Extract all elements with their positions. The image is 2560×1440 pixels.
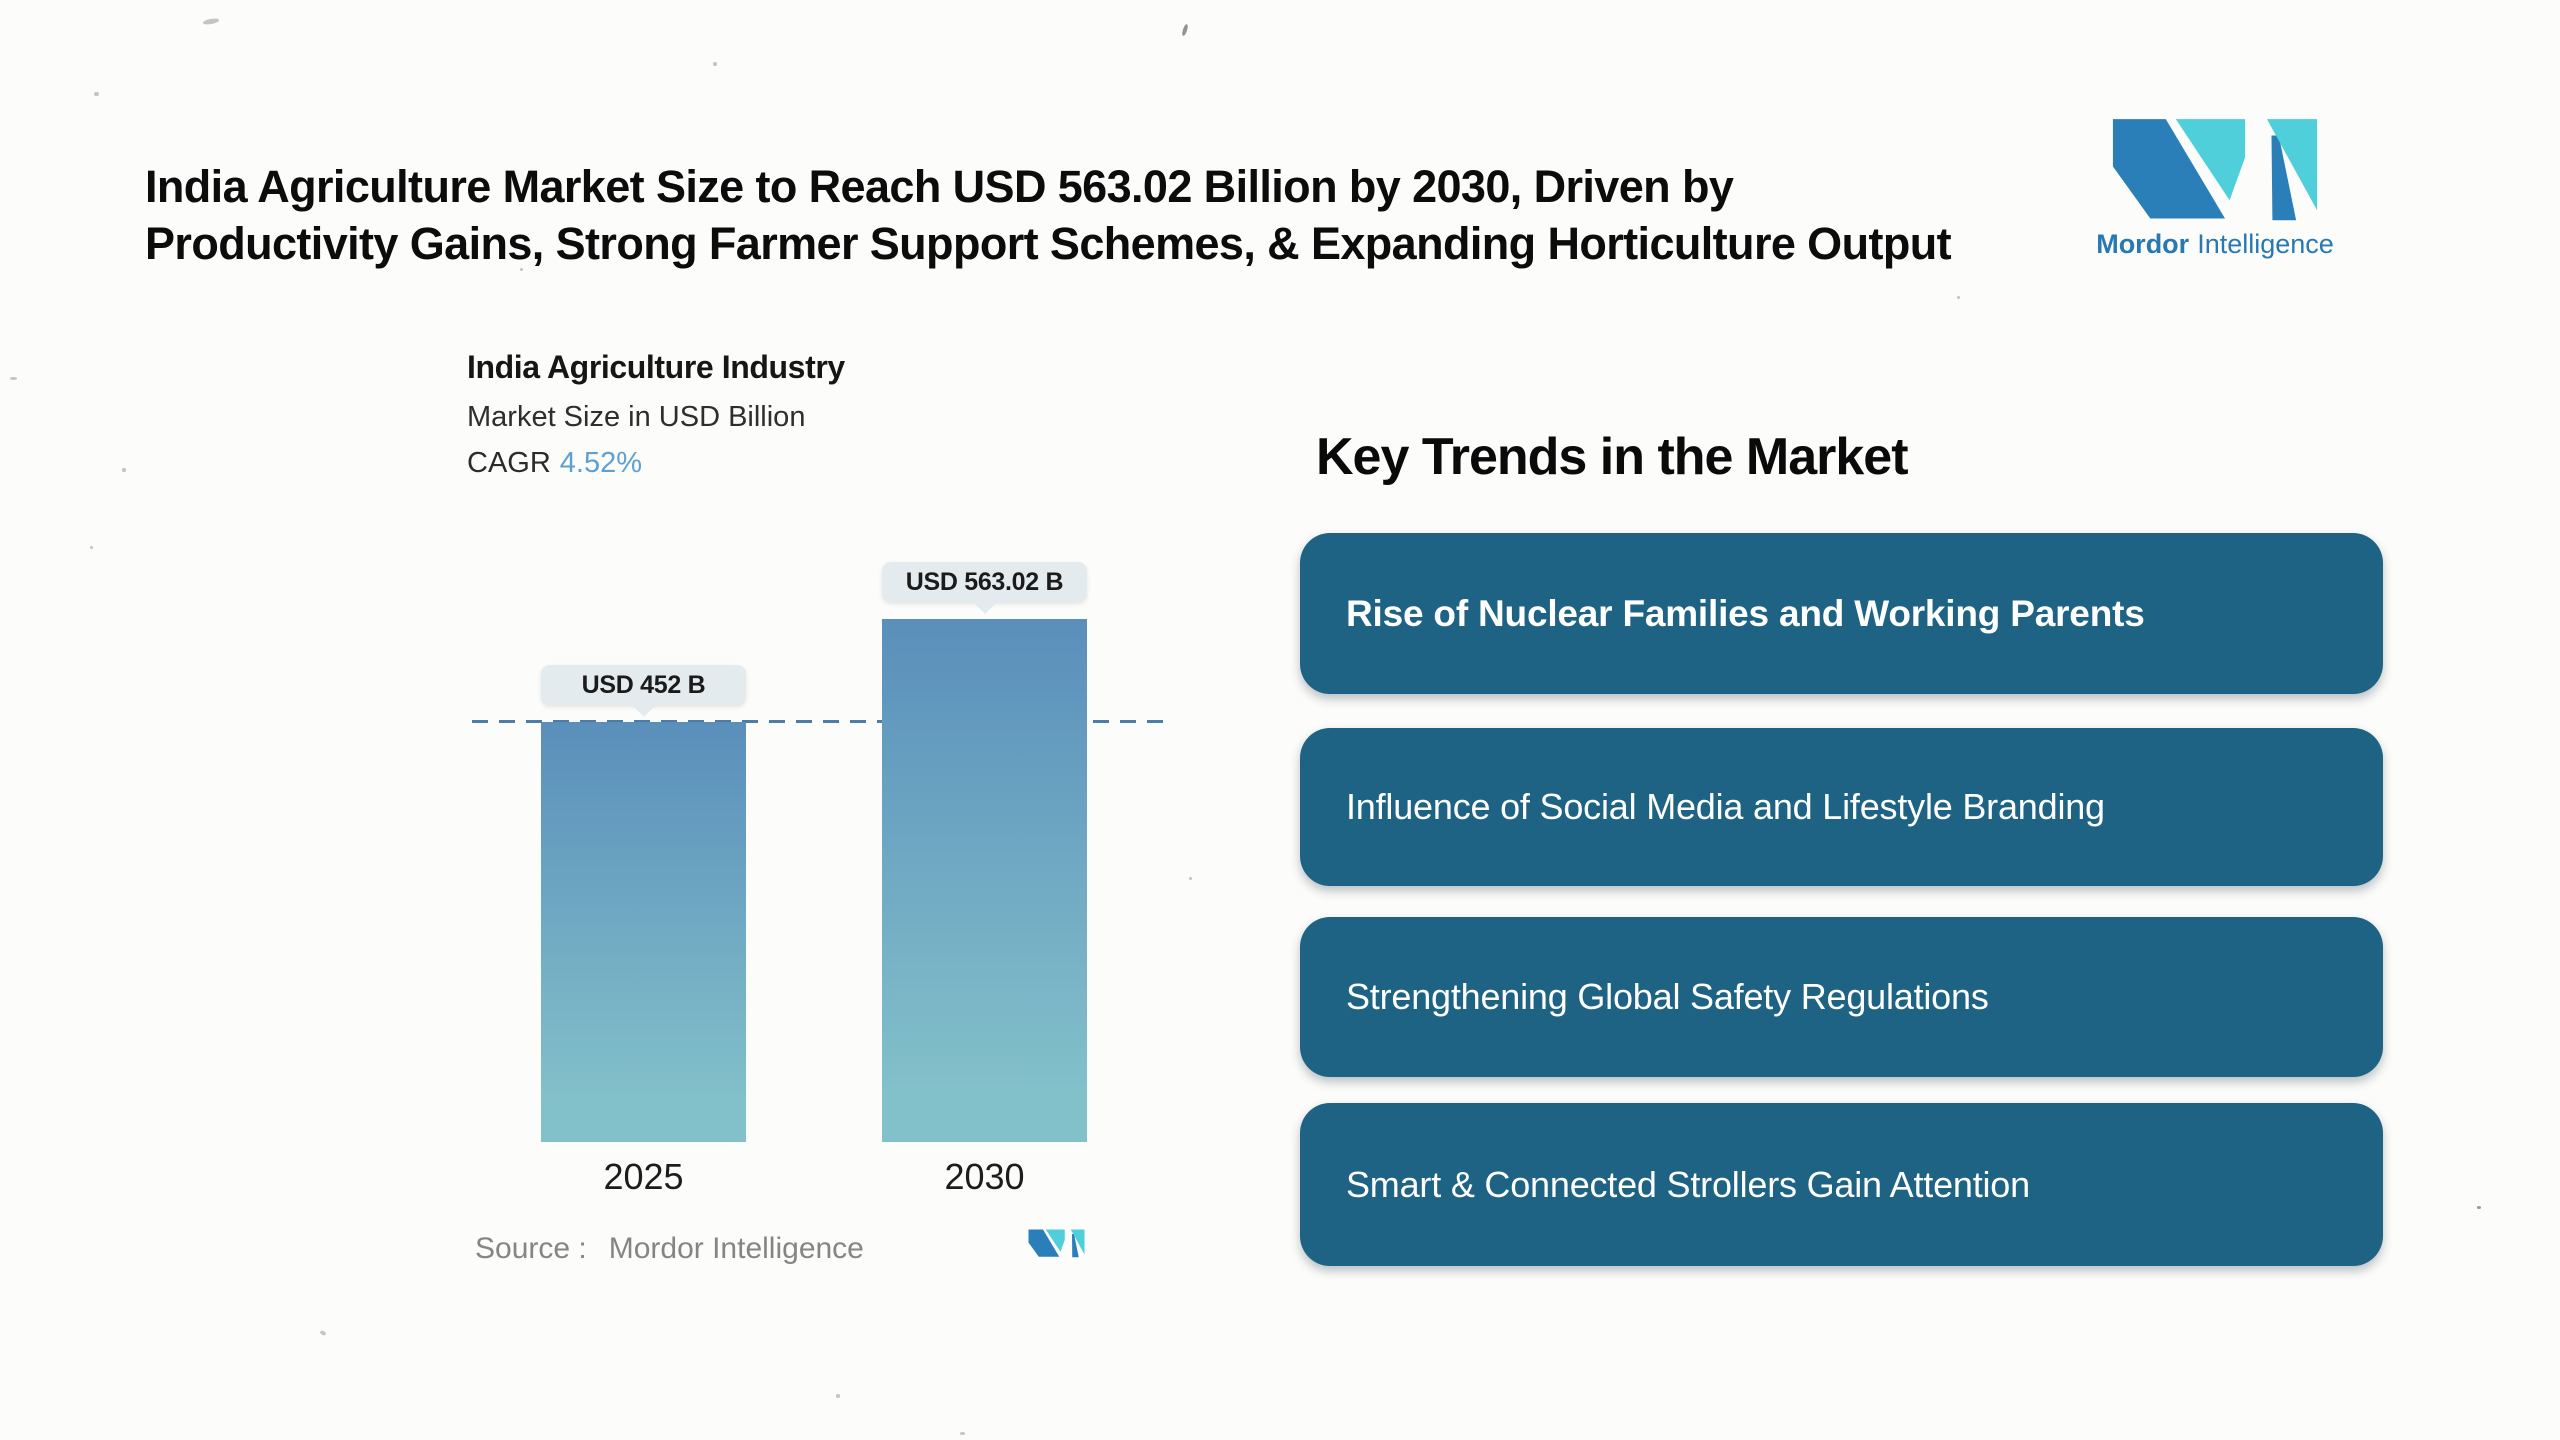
callout-pointer	[631, 705, 656, 717]
page-title: India Agriculture Market Size to Reach U…	[145, 158, 1952, 272]
value-label-2025: USD 452 B	[581, 670, 706, 699]
bar-2030	[882, 619, 1087, 1142]
cagr-label: CAGR	[467, 447, 551, 479]
speckle	[960, 1432, 965, 1435]
value-label-2030: USD 563.02 B	[905, 567, 1064, 596]
brand-name-bold: Mordor	[2096, 229, 2190, 259]
brand-logo: Mordor Intelligence	[2088, 110, 2342, 260]
speckle	[10, 377, 17, 380]
speckle	[2477, 1206, 2481, 1209]
brand-name-regular: Intelligence	[2197, 229, 2334, 259]
speckle	[319, 1329, 327, 1337]
trend-card-2-label: Influence of Social Media and Lifestyle …	[1346, 786, 2105, 827]
source-line: Source : Mordor Intelligence	[475, 1232, 864, 1266]
x-axis-label-2030: 2030	[944, 1156, 1025, 1197]
chart-cagr: CAGR 4.52%	[467, 447, 642, 480]
bar-2025	[541, 722, 746, 1142]
trend-card-3-label: Strengthening Global Safety Regulations	[1346, 976, 1989, 1017]
page-title-line2: Productivity Gains, Strong Farmer Suppor…	[145, 218, 1952, 270]
trends-heading: Key Trends in the Market	[1316, 428, 1909, 487]
callout-pointer	[972, 602, 997, 614]
value-callout-2030: USD 563.02 B	[882, 562, 1087, 614]
source-value: Mordor Intelligence	[608, 1232, 864, 1265]
reference-dashed-line	[472, 720, 1168, 723]
trend-card-2: Influence of Social Media and Lifestyle …	[1300, 728, 2383, 886]
speckle	[202, 17, 220, 26]
trend-card-3: Strengthening Global Safety Regulations	[1300, 917, 2383, 1077]
trend-card-1: Rise of Nuclear Families and Working Par…	[1300, 533, 2383, 694]
speckle	[520, 268, 523, 271]
trend-card-4-label: Smart & Connected Strollers Gain Attenti…	[1346, 1163, 2030, 1205]
x-axis-label-2025: 2025	[603, 1156, 684, 1197]
trend-card-1-label: Rise of Nuclear Families and Working Par…	[1346, 592, 2145, 634]
mordor-logo-icon-small	[1028, 1229, 1085, 1258]
speckle	[90, 546, 93, 549]
speckle	[713, 62, 717, 66]
speckle	[1189, 877, 1192, 880]
page-title-line1: India Agriculture Market Size to Reach U…	[145, 161, 1734, 213]
brand-wordmark: Mordor Intelligence	[2088, 229, 2342, 260]
speckle	[94, 92, 99, 96]
mordor-logo-icon	[2112, 119, 2318, 221]
speckle	[122, 468, 126, 472]
chart-title: India Agriculture Industry	[467, 349, 845, 385]
chart-subtitle: Market Size in USD Billion	[467, 401, 806, 433]
cagr-value: 4.52%	[559, 447, 643, 479]
speckle	[1181, 23, 1189, 37]
speckle	[1957, 296, 1960, 299]
trend-card-4: Smart & Connected Strollers Gain Attenti…	[1300, 1103, 2383, 1266]
value-callout-2025: USD 452 B	[541, 665, 746, 717]
speckle	[836, 1394, 840, 1398]
source-label: Source :	[475, 1232, 587, 1265]
